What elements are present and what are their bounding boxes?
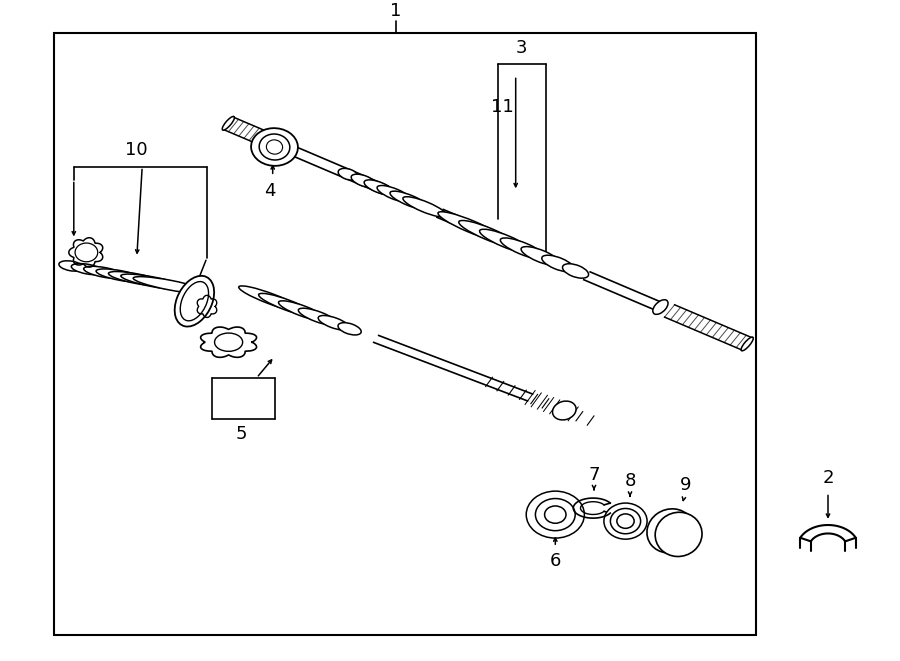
Ellipse shape xyxy=(438,212,504,241)
Ellipse shape xyxy=(75,243,98,262)
Ellipse shape xyxy=(616,514,634,528)
Ellipse shape xyxy=(338,323,361,335)
Ellipse shape xyxy=(278,301,326,321)
Text: 7: 7 xyxy=(589,466,599,484)
Ellipse shape xyxy=(222,116,234,130)
Ellipse shape xyxy=(351,174,376,188)
Ellipse shape xyxy=(521,247,560,266)
Ellipse shape xyxy=(526,491,584,538)
Ellipse shape xyxy=(553,401,576,420)
Ellipse shape xyxy=(175,276,214,327)
Ellipse shape xyxy=(500,238,546,259)
Text: 2: 2 xyxy=(823,469,833,487)
Ellipse shape xyxy=(536,498,575,531)
Ellipse shape xyxy=(266,140,283,154)
Ellipse shape xyxy=(258,293,314,316)
Ellipse shape xyxy=(238,286,302,312)
Ellipse shape xyxy=(610,508,641,533)
Ellipse shape xyxy=(251,128,298,166)
Text: 11: 11 xyxy=(491,98,514,116)
Ellipse shape xyxy=(84,266,124,278)
Ellipse shape xyxy=(96,269,145,282)
Ellipse shape xyxy=(58,261,84,271)
Ellipse shape xyxy=(604,503,647,539)
Ellipse shape xyxy=(259,134,290,160)
Ellipse shape xyxy=(403,197,447,217)
Ellipse shape xyxy=(655,512,702,557)
Ellipse shape xyxy=(121,274,185,290)
Ellipse shape xyxy=(647,509,694,553)
Ellipse shape xyxy=(562,264,589,278)
Text: 8: 8 xyxy=(625,472,635,490)
Ellipse shape xyxy=(652,299,668,315)
Ellipse shape xyxy=(480,229,532,253)
Ellipse shape xyxy=(109,272,166,286)
Ellipse shape xyxy=(364,180,393,195)
Ellipse shape xyxy=(133,277,206,293)
Text: 10: 10 xyxy=(125,141,148,159)
Text: 5: 5 xyxy=(236,426,247,444)
Ellipse shape xyxy=(319,315,349,330)
Ellipse shape xyxy=(299,308,338,325)
Ellipse shape xyxy=(214,333,243,352)
Ellipse shape xyxy=(377,186,411,202)
Ellipse shape xyxy=(542,255,574,272)
Ellipse shape xyxy=(390,191,429,210)
Ellipse shape xyxy=(338,169,358,180)
Text: 4: 4 xyxy=(265,182,275,200)
Ellipse shape xyxy=(544,506,566,524)
Text: 1: 1 xyxy=(391,2,401,20)
Text: 9: 9 xyxy=(680,476,691,494)
Text: 3: 3 xyxy=(516,39,526,58)
Ellipse shape xyxy=(180,282,209,321)
Ellipse shape xyxy=(71,264,104,275)
Ellipse shape xyxy=(459,221,518,247)
Text: 6: 6 xyxy=(550,553,561,570)
Bar xyxy=(54,33,756,635)
Ellipse shape xyxy=(741,337,753,351)
